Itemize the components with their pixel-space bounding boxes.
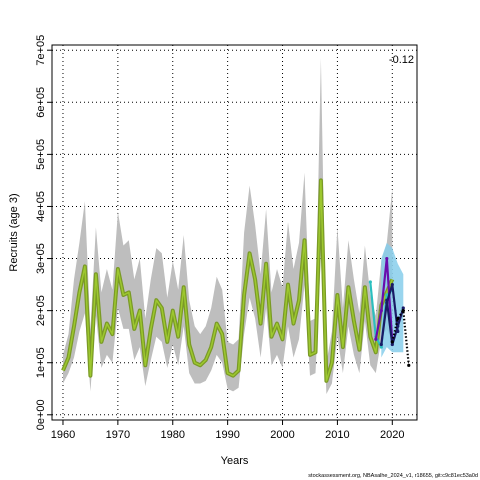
x-tick-label: 1980 [161,429,185,441]
retro-peel-point [368,280,372,284]
plot-frame [51,44,418,421]
y-tick-label: 7e+05 [35,35,47,66]
retro-peel-point [374,337,378,341]
retro-peel-point [390,340,394,344]
axis-ticks: 0e+00 1e+05 2e+05 3e+05 4e+05 5e+05 6e+05 7e+05… [35,35,405,441]
retro-peel-point [385,293,389,297]
y-tick-label: 1e+05 [35,347,47,378]
footer-credit: stockassessment.org, NBAsalhe_2024_v1, r… [308,473,478,479]
x-tick-label: 1960 [51,429,75,441]
y-tick-label: 4e+05 [35,191,47,222]
confidence-band [63,58,393,394]
series-lines-layer [61,178,411,383]
x-tick-label: 2000 [270,429,294,441]
mohns-rho-annotation: -0.12 [389,54,414,66]
retro-peel-line-3 [380,283,399,345]
retro-peel-point [379,342,383,347]
retro-peel-point [385,256,389,261]
retro-peel-point [396,324,400,328]
retro-peel-line-4 [385,300,405,346]
y-axis-label: Recruits (age 3) [8,193,20,271]
retro-peel-point [401,309,405,313]
retro-peel-point [390,282,394,287]
retro-peel-point [390,342,394,347]
retro-peel-line-5 [391,309,410,366]
y-tick-label: 5e+05 [35,139,47,170]
y-tick-label: 0e+00 [35,399,47,430]
x-tick-label: 2010 [325,429,349,441]
x-axis-label: Years [221,455,249,467]
retro-peel-point [396,316,400,321]
y-tick-label: 6e+05 [35,87,47,118]
x-tick-label: 2020 [380,429,404,441]
retro-peel-point [379,309,383,313]
y-tick-label: 3e+05 [35,243,47,274]
estimate-line [62,179,393,382]
retro-peel-point [401,306,405,310]
x-tick-label: 1990 [215,429,239,441]
x-tick-label: 1970 [106,429,130,441]
retro-peel-point [407,363,411,367]
retro-peel-point [379,345,383,349]
retro-peel-point [385,298,389,302]
y-tick-label: 2e+05 [35,295,47,326]
retro-peel-line-2 [374,257,394,342]
